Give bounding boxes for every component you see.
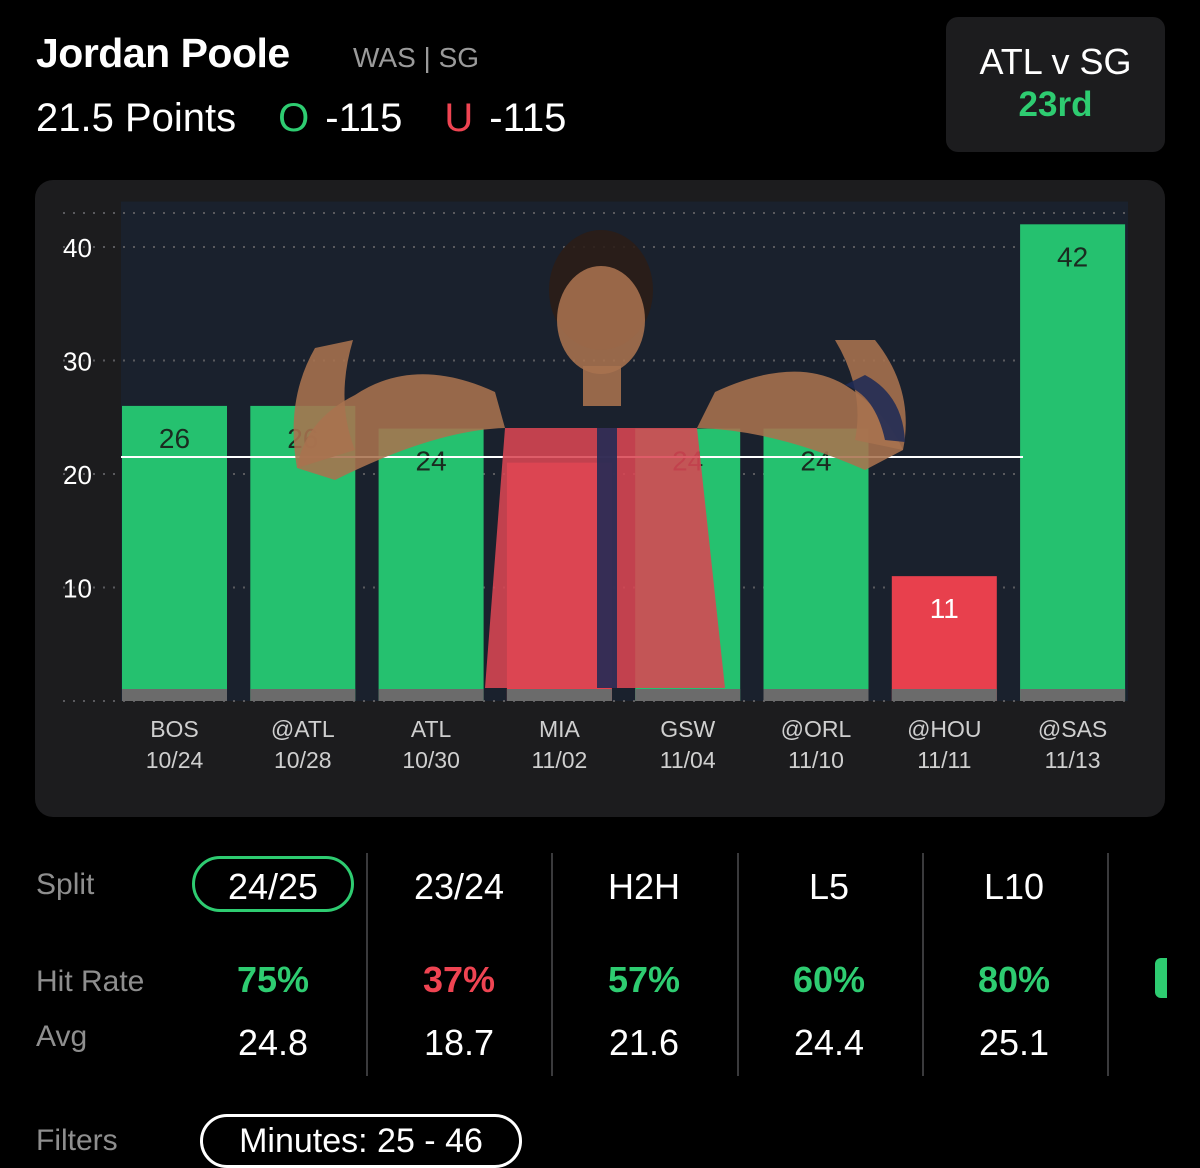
minutes-filter-button[interactable]: Minutes: 25 - 46 xyxy=(200,1114,522,1168)
bar-value-label: 24 xyxy=(416,446,447,477)
player-team-position: WAS | SG xyxy=(353,42,480,73)
hit-rate-value: 80% xyxy=(977,959,1051,1000)
column-divider xyxy=(366,853,368,1076)
bar-base xyxy=(635,689,741,701)
x-tick-date: 11/04 xyxy=(660,747,716,773)
avg-row-label: Avg xyxy=(36,1020,88,1053)
x-tick-label: @SAS xyxy=(1038,716,1107,742)
bar-base xyxy=(122,689,227,701)
avg-value: 24.8 xyxy=(237,1022,309,1063)
bar xyxy=(378,428,484,701)
bar-chart: 1020304026BOS10/2426@ATL10/2824ATL10/30M… xyxy=(63,201,1130,773)
avg-value: 25.1 xyxy=(978,1022,1050,1063)
column-divider xyxy=(551,853,553,1076)
avg-value: 18.7 xyxy=(423,1022,495,1063)
bar xyxy=(763,428,869,701)
bar xyxy=(1020,224,1126,702)
avg-value: 24.4 xyxy=(793,1022,865,1063)
bar xyxy=(122,405,227,701)
x-tick-label: GSW xyxy=(660,716,715,742)
next-column-hint[interactable] xyxy=(1155,958,1167,998)
y-tick-label: 30 xyxy=(63,347,92,377)
x-tick-date: 11/13 xyxy=(1045,747,1101,773)
bar-value-label: 11 xyxy=(930,593,959,624)
x-tick-label: @ORL xyxy=(781,716,852,742)
y-tick-label: 40 xyxy=(63,233,92,263)
under-icon: U xyxy=(444,96,474,140)
player-name: Jordan Poole xyxy=(36,30,290,76)
x-tick-label: ATL xyxy=(411,716,452,742)
split-tab-23-24[interactable]: 23/24 xyxy=(413,866,505,907)
game-log-chart: 1020304026BOS10/2426@ATL10/2824ATL10/30M… xyxy=(35,180,1165,817)
split-tab-h2h[interactable]: H2H xyxy=(607,866,681,907)
x-tick-date: 10/24 xyxy=(146,747,204,773)
x-tick-label: MIA xyxy=(539,716,581,742)
split-tab-24-25[interactable]: 24/25 xyxy=(192,856,354,912)
over-odds[interactable]: -115 xyxy=(325,96,403,140)
bar-base xyxy=(378,689,484,701)
y-tick-label: 10 xyxy=(63,574,92,604)
column-divider xyxy=(737,853,739,1076)
prop-line: 21.5 Points O -115 U -115 xyxy=(36,96,566,141)
y-tick-label: 20 xyxy=(63,460,92,490)
split-tab-l5[interactable]: L5 xyxy=(808,866,850,907)
filters-label: Filters xyxy=(36,1124,118,1157)
column-divider xyxy=(1107,853,1109,1076)
bar-value-label: 42 xyxy=(1057,241,1088,272)
split-tab-l10[interactable]: L10 xyxy=(983,866,1045,907)
column-divider xyxy=(922,853,924,1076)
bar-value-label: 26 xyxy=(159,423,190,454)
under-odds[interactable]: -115 xyxy=(489,96,567,140)
matchup-title: ATL v SG xyxy=(979,41,1132,82)
bar-base xyxy=(763,689,869,701)
matchup-rank: 23rd xyxy=(1018,85,1093,124)
x-tick-label: @HOU xyxy=(907,716,981,742)
hit-rate-value: 57% xyxy=(607,959,681,1000)
hit-rate-value: 60% xyxy=(792,959,866,1000)
bar-base xyxy=(506,689,612,701)
bar-base xyxy=(1020,689,1126,701)
x-tick-date: 11/02 xyxy=(531,747,587,773)
matchup-card[interactable]: ATL v SG 23rd xyxy=(946,17,1165,152)
bar-base xyxy=(891,689,997,701)
x-tick-label: BOS xyxy=(150,716,199,742)
x-tick-date: 10/30 xyxy=(402,747,460,773)
prop-label: 21.5 Points xyxy=(36,96,237,140)
hit-rate-value: 37% xyxy=(422,959,496,1000)
hit-rate-value: 75% xyxy=(236,959,310,1000)
x-tick-label: @ATL xyxy=(271,716,335,742)
avg-value: 21.6 xyxy=(608,1022,680,1063)
x-tick-date: 11/10 xyxy=(788,747,844,773)
x-tick-date: 10/28 xyxy=(274,747,332,773)
bar xyxy=(891,576,997,701)
hit-rate-row-label: Hit Rate xyxy=(36,965,145,998)
player-photo xyxy=(293,230,906,688)
split-row-label: Split xyxy=(36,868,95,901)
bar-base xyxy=(250,689,356,701)
x-tick-date: 11/11 xyxy=(917,747,971,773)
over-icon: O xyxy=(278,96,310,140)
